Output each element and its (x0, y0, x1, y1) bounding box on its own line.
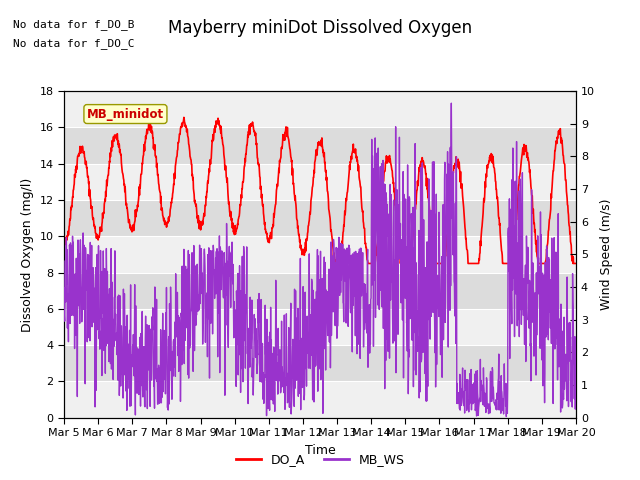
Bar (64, 309, 576, 345)
Bar (64, 345, 576, 381)
Bar (64, 236, 576, 273)
Legend: DO_A, MB_WS: DO_A, MB_WS (230, 448, 410, 471)
Bar (64, 128, 576, 164)
Y-axis label: Dissolved Oxygen (mg/l): Dissolved Oxygen (mg/l) (21, 177, 34, 332)
Bar (64, 164, 576, 200)
Bar (64, 381, 576, 418)
X-axis label: Time: Time (305, 444, 335, 456)
Y-axis label: Wind Speed (m/s): Wind Speed (m/s) (600, 199, 613, 310)
Text: Mayberry miniDot Dissolved Oxygen: Mayberry miniDot Dissolved Oxygen (168, 19, 472, 37)
Bar (64, 273, 576, 309)
Text: No data for f_DO_B: No data for f_DO_B (13, 19, 134, 30)
Bar (64, 200, 576, 236)
Text: MB_minidot: MB_minidot (87, 108, 164, 120)
Bar (64, 91, 576, 128)
Text: No data for f_DO_C: No data for f_DO_C (13, 38, 134, 49)
